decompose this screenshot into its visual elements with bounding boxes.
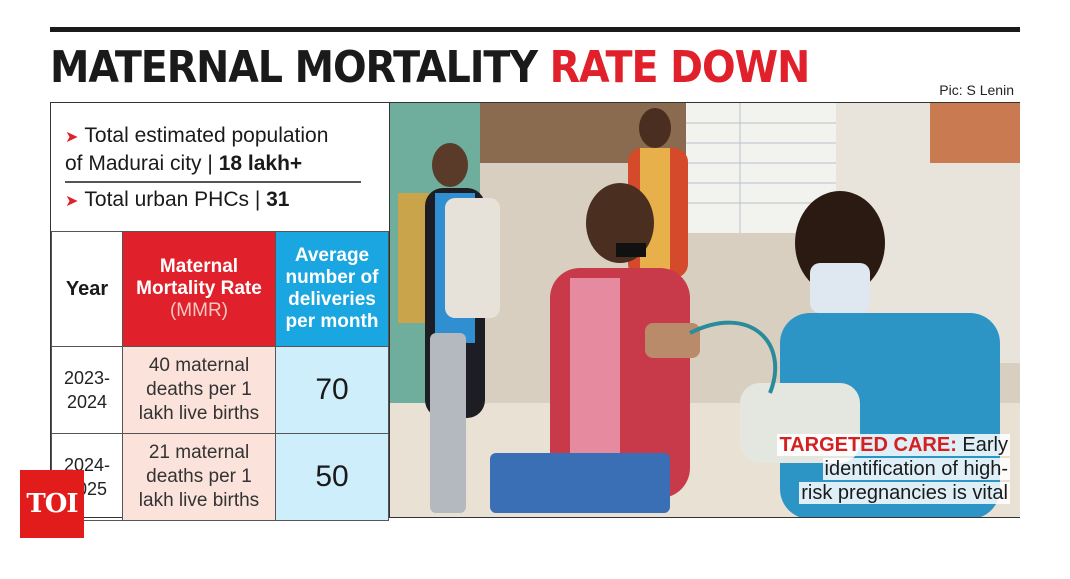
- table-row: 2023- 2024 40 maternal deaths per 1 lakh…: [51, 346, 389, 434]
- cell-year-line1: 2023-: [63, 368, 111, 388]
- table-header-row: Year Maternal Mortality Rate (MMR) Avera…: [51, 231, 389, 347]
- header-mmr-line1: Maternal: [159, 256, 239, 277]
- fact-population-label: Total estimated population: [84, 124, 329, 147]
- fact-population: ➤ Total estimated population of Madurai c…: [65, 124, 329, 175]
- photo-credit: Pic: S Lenin: [939, 82, 1014, 98]
- cell-mmr: 40 maternal deaths per 1 lakh live birth…: [122, 346, 276, 434]
- header-mmr-line3: (MMR): [169, 300, 229, 321]
- caption-label: TARGETED CARE:: [779, 434, 957, 456]
- arrow-icon: ➤: [65, 129, 79, 146]
- header-mmr: Maternal Mortality Rate (MMR): [122, 231, 276, 347]
- fact-phcs-value: 31: [266, 188, 290, 211]
- cell-mmr-line3: lakh live births: [138, 490, 260, 511]
- news-photo: TARGETED CARE: Early identification of h…: [390, 102, 1020, 518]
- mmr-table: Year Maternal Mortality Rate (MMR) Avera…: [51, 231, 389, 521]
- cell-year-line2: 2024: [66, 392, 108, 412]
- caption-line3: risk pregnancies is vital: [799, 482, 1010, 504]
- cell-avg: 50: [275, 433, 389, 521]
- header-avg-line3: deliveries: [288, 289, 376, 310]
- cell-mmr-line1: 21 maternal: [148, 442, 250, 463]
- header-avg-deliveries: Average number of deliveries per month: [275, 231, 389, 347]
- fact-population-value: 18 lakh+: [218, 152, 303, 175]
- facts-box: ➤ Total estimated population of Madurai c…: [51, 103, 389, 231]
- header-mmr-line2: Mortality Rate: [136, 278, 262, 299]
- cell-year: 2023- 2024: [51, 346, 123, 434]
- top-rule: [50, 27, 1020, 32]
- cell-mmr-line2: deaths per 1: [146, 466, 252, 487]
- cell-mmr: 21 maternal deaths per 1 lakh live birth…: [122, 433, 276, 521]
- headline-part1: MATERNAL MORTALITY: [50, 42, 550, 93]
- cell-mmr-line2: deaths per 1: [146, 379, 252, 400]
- fact-phcs-label: Total urban PHCs: [84, 188, 249, 211]
- divider: [65, 181, 361, 183]
- cell-mmr-line1: 40 maternal: [148, 355, 250, 376]
- header-avg-line4: per month: [285, 311, 379, 332]
- header-avg-line2: number of: [285, 267, 379, 288]
- photo-illustration: [390, 103, 1020, 517]
- fact-phcs: ➤ Total urban PHCs | 31: [65, 188, 290, 211]
- caption-line2: identification of high-: [822, 458, 1010, 480]
- info-panel: ➤ Total estimated population of Madurai c…: [50, 102, 390, 521]
- photo-caption: TARGETED CARE: Early identification of h…: [777, 433, 1010, 505]
- header-year: Year: [51, 231, 123, 347]
- headline-part2: RATE DOWN: [549, 42, 811, 93]
- caption-line1: Early: [962, 434, 1008, 456]
- cell-avg: 70: [275, 346, 389, 434]
- toi-logo: TOI: [20, 470, 84, 538]
- headline: MATERNAL MORTALITY RATE DOWN: [50, 40, 811, 96]
- header-avg-line1: Average: [294, 245, 370, 266]
- arrow-icon: ➤: [65, 193, 79, 210]
- table-row: 2024- 2025 21 maternal deaths per 1 lakh…: [51, 433, 389, 521]
- fact-population-line2: of Madurai city: [65, 152, 202, 175]
- cell-mmr-line3: lakh live births: [138, 403, 260, 424]
